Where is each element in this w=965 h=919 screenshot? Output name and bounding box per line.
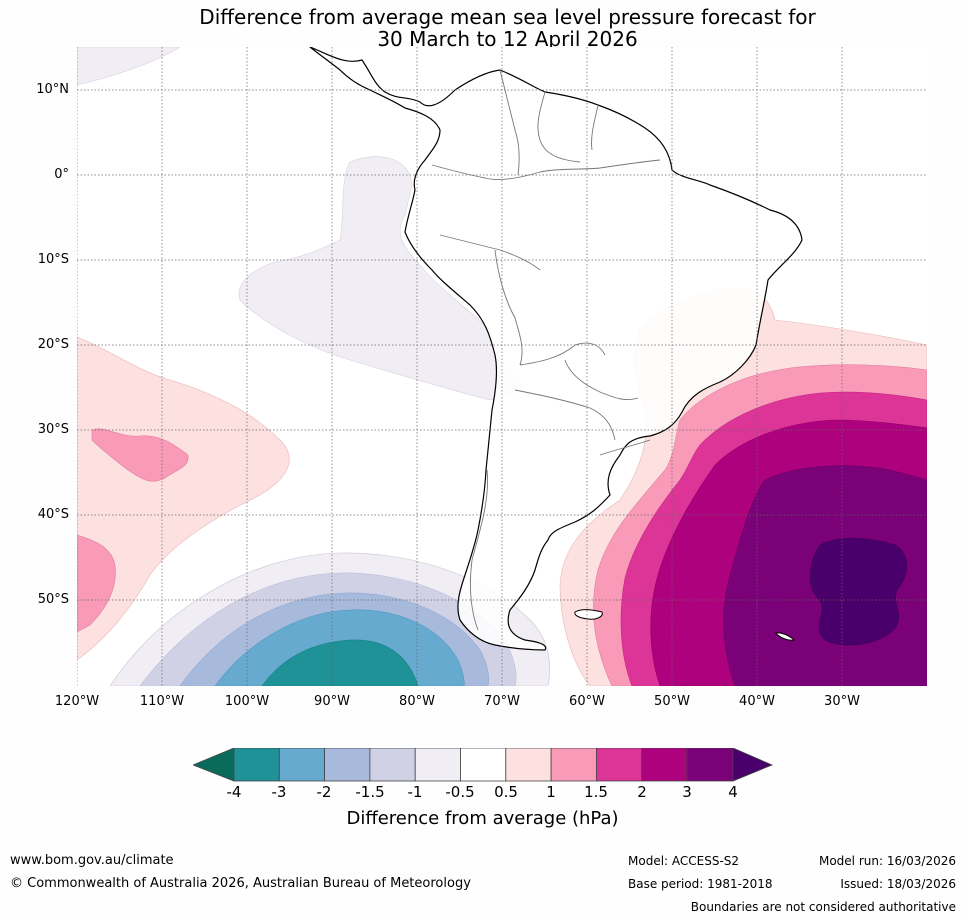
lat-label-30s: 30°S [37,422,69,437]
boundaries-disclaimer: Boundaries are not considered authoritat… [690,900,956,914]
south-georgia-island [775,632,796,641]
falkland-islands [574,609,603,620]
model-name: Model: ACCESS-S2 [628,854,740,868]
lat-label-40s: 40°S [37,507,69,522]
colorbar-extend-max [732,748,773,782]
copyright-notice: © Commonwealth of Australia 2026, Austra… [10,876,471,891]
colorbar-bin-3 [324,748,371,782]
colorbar-tick-label: -1 [407,783,423,801]
colorbar-tick-label: -1.5 [355,783,385,801]
anomaly-positive-west [77,336,290,661]
colorbar-bin-7 [505,748,552,782]
lon-label-100w: 100°W [224,694,270,709]
colorbar-tick-label: 4 [728,783,738,801]
colorbar-bin-2 [278,748,325,782]
lon-label-90w: 90°W [314,694,350,709]
colorbar-bin-8 [550,748,597,782]
anomaly-positive-west-core [91,428,189,482]
graticule [77,47,927,686]
anomaly-negative-weak-northwest [77,47,181,86]
colorbar-bin-6 [460,748,507,782]
lat-label-10s: 10°S [37,252,69,267]
lat-label-50s: 50°S [37,592,69,607]
lon-label-80w: 80°W [399,694,435,709]
anomaly-map [77,47,927,686]
colorbar-tick-label: 0.5 [494,783,518,801]
anomaly-positive-west-edge [77,534,116,633]
lon-label-110w: 110°W [139,694,185,709]
issued-date: Issued: 18/03/2026 [840,877,956,891]
lon-label-30w: 30°W [824,694,860,709]
colorbar-tick-label: 2 [637,783,647,801]
country-borders [431,69,661,631]
colorbar-tick-label: -0.5 [445,783,475,801]
lat-label-0: 0° [54,167,69,182]
lon-label-70w: 70°W [484,694,520,709]
colorbar-bin-5 [414,748,461,782]
anomaly-negative-core [261,639,419,686]
colorbar-tick-label: -3 [271,783,287,801]
model-run-date: Model run: 16/03/2026 [818,854,956,868]
base-period: Base period: 1981-2018 [628,877,773,891]
colorbar-tick-label: 1 [546,783,556,801]
colorbar-bin-1 [233,748,280,782]
colorbar-bin-9 [596,748,643,782]
anomaly-positive-core [809,537,907,646]
colorbar-extend-min [193,748,235,782]
colorbar-label: Difference from average (hPa) [346,808,619,829]
lat-label-10n: 10°N [36,82,69,97]
colorbar-tick-label: -2 [316,783,332,801]
colorbar-bin-11 [686,748,734,782]
colorbar-bin-4 [369,748,416,782]
lon-label-120w: 120°W [54,694,100,709]
map-title-line-2: 30 March to 12 April 2026 [377,27,638,51]
anomaly-negative-weak-north [238,156,521,401]
colorbar-tick-label: -4 [226,783,242,801]
lon-label-40w: 40°W [739,694,775,709]
lon-label-50w: 50°W [654,694,690,709]
lat-label-20s: 20°S [37,337,69,352]
colorbar-bin-10 [641,748,688,782]
colorbar-tick-label: 1.5 [584,783,608,801]
website-link[interactable]: www.bom.gov.au/climate [10,853,174,868]
colorbar [193,748,773,782]
colorbar-tick-label: 3 [682,783,692,801]
map-title-line-1: Difference from average mean sea level p… [199,5,816,29]
lon-label-60w: 60°W [569,694,605,709]
